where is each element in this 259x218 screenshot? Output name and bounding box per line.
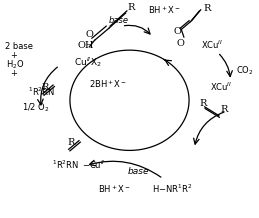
Text: Cu$^{II}$X$_2$: Cu$^{II}$X$_2$ [74,55,102,69]
Text: +: + [10,68,17,78]
Text: R: R [127,3,134,12]
Text: O: O [85,30,93,39]
Text: $-$Cu$^{II}$: $-$Cu$^{II}$ [82,158,105,171]
Text: +: + [10,51,17,60]
Text: BH$^+$X$^-$: BH$^+$X$^-$ [148,5,181,16]
Text: 2BH$^+$X$^-$: 2BH$^+$X$^-$ [89,78,127,90]
Text: R: R [68,138,75,147]
Text: R: R [204,4,211,13]
Text: BH$^+$X$^-$: BH$^+$X$^-$ [98,183,130,195]
Text: O: O [174,27,181,36]
Text: 1/2 O$_2$: 1/2 O$_2$ [22,102,50,114]
Text: base: base [128,167,149,176]
Text: 2 base: 2 base [5,42,33,51]
Text: H$-$NR$^1$R$^2$: H$-$NR$^1$R$^2$ [152,182,192,195]
Text: H$_2$O: H$_2$O [6,58,25,71]
Text: R: R [200,99,207,108]
Text: CO$_2$: CO$_2$ [236,64,254,77]
Text: XCu$^{II}$: XCu$^{II}$ [210,81,232,93]
Text: R: R [42,83,49,92]
Text: base: base [109,16,129,25]
Text: $^1$R$^2$RN: $^1$R$^2$RN [52,158,79,171]
Text: O: O [176,39,184,48]
Text: OH: OH [77,41,94,50]
Text: $^1$R$^2$RN: $^1$R$^2$RN [28,85,56,98]
Text: XCu$^{II}$: XCu$^{II}$ [201,39,223,51]
Text: R: R [220,104,228,114]
